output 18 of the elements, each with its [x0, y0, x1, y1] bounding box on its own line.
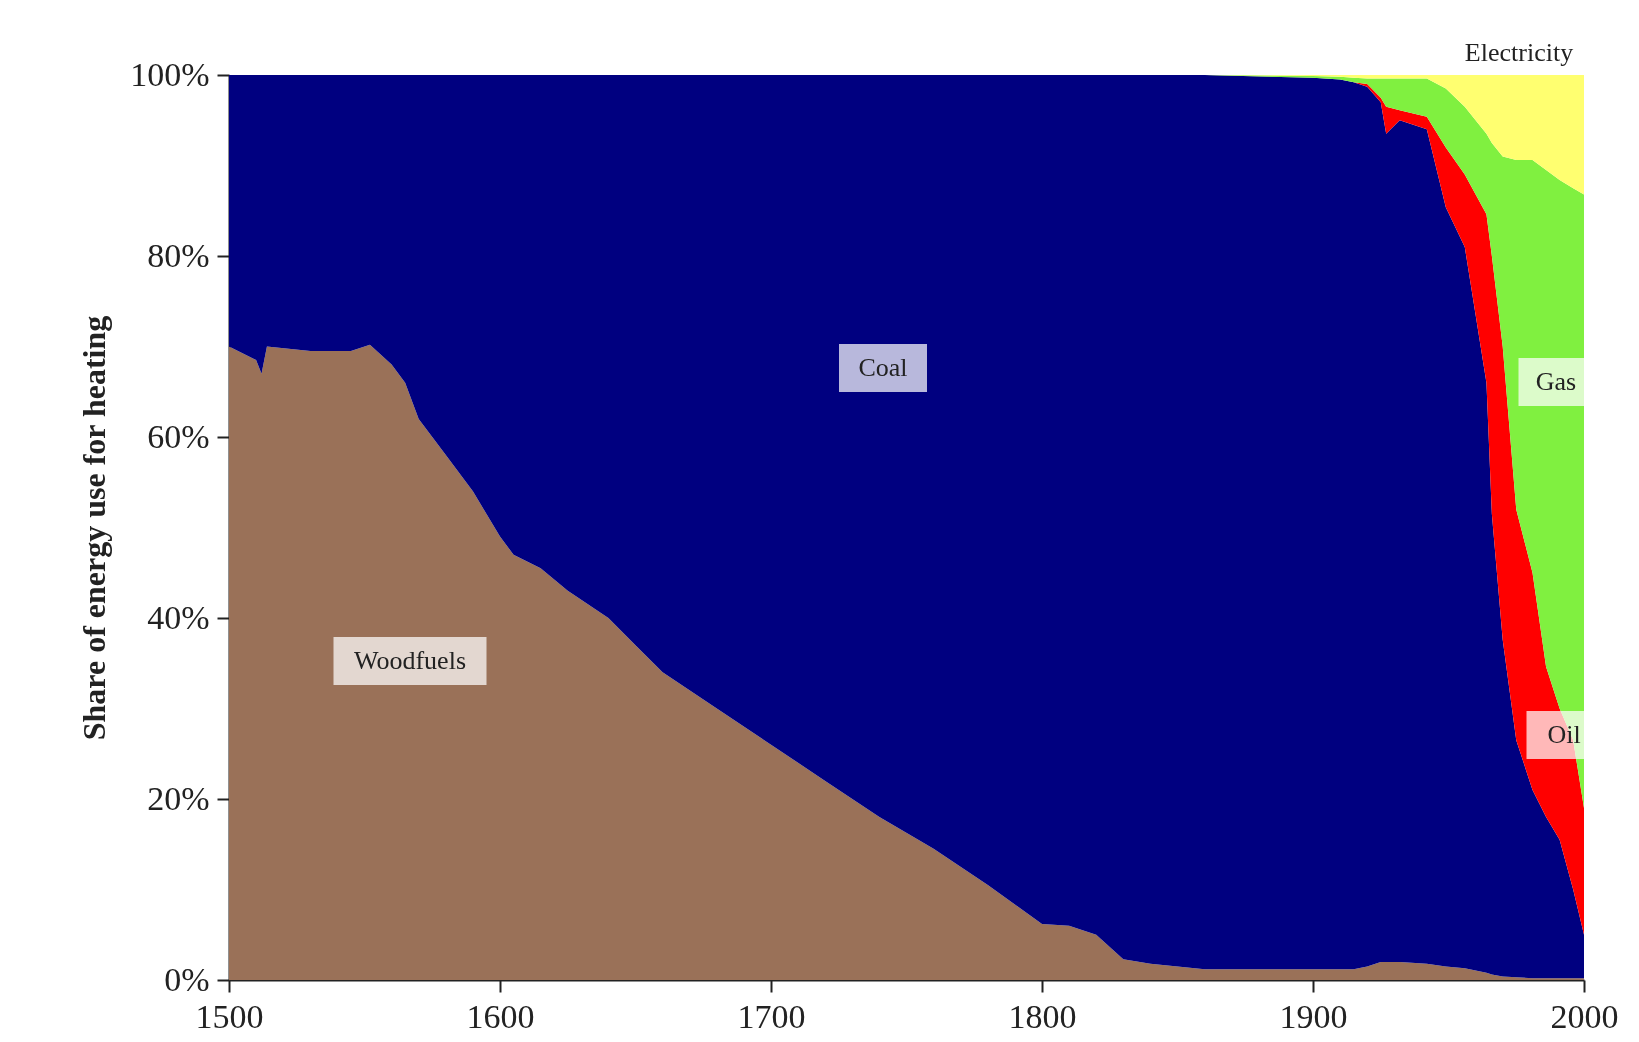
x-tick-label: 1800 [1008, 997, 1077, 1035]
y-tick-label: 0% [164, 960, 210, 998]
y-tick-label: 100% [130, 55, 210, 93]
series-label: Gas [1535, 367, 1577, 396]
y-tick-label: 80% [147, 236, 210, 274]
y-tick-label: 60% [147, 417, 210, 455]
x-tick-label: 1700 [737, 997, 806, 1035]
series-label: Electricity [1464, 38, 1574, 67]
x-tick-label: 2000 [1550, 997, 1619, 1035]
y-tick-label: 40% [147, 598, 210, 636]
y-axis-title: Share of energy use for heating [76, 315, 113, 741]
x-tick-label: 1600 [466, 997, 535, 1035]
series-label: Oil [1547, 720, 1581, 749]
series-label: Woodfuels [354, 646, 466, 675]
series-label: Coal [858, 353, 908, 382]
y-tick-label: 20% [147, 779, 210, 817]
x-tick-label: 1500 [195, 997, 264, 1035]
x-tick-label: 1900 [1279, 997, 1348, 1035]
